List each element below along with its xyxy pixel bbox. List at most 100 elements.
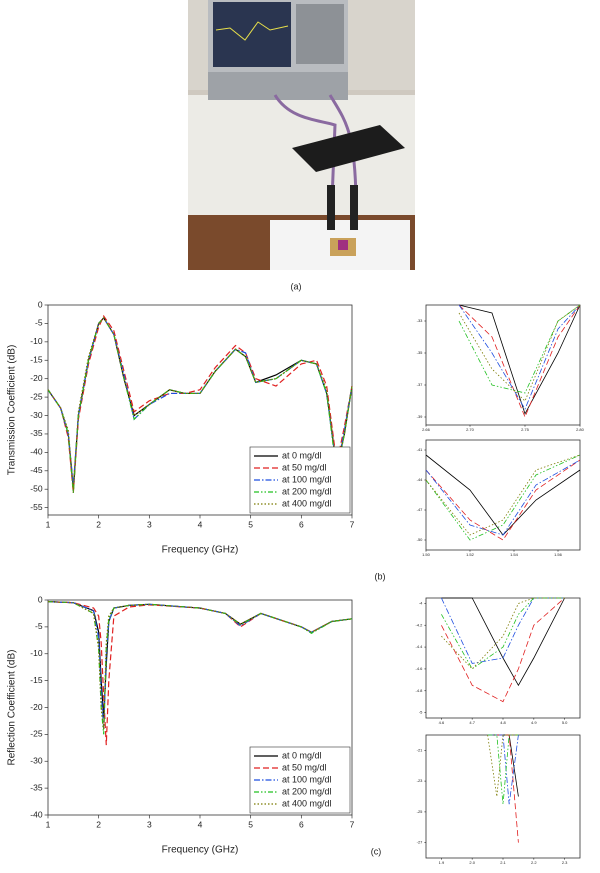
y-tick-label: -10 <box>30 336 43 346</box>
series-line <box>47 601 353 719</box>
series-line <box>47 601 353 730</box>
y-tick-label: -35 <box>30 428 43 438</box>
y-tick-label: -21 <box>417 747 424 752</box>
legend-label: at 200 mg/dl <box>282 486 332 496</box>
series-line <box>441 597 565 670</box>
y-tick-label: -20 <box>30 373 43 383</box>
x-tick-label: 4.7 <box>469 720 475 725</box>
plot-frame <box>425 439 581 551</box>
y-tick-label: -40 <box>30 447 43 457</box>
legend-label: at 400 mg/dl <box>282 798 332 808</box>
x-tick-label: 2.3 <box>562 860 568 865</box>
series-line <box>425 459 581 536</box>
x-tick-label: 2 <box>96 519 101 529</box>
caption: (a) <box>291 281 302 291</box>
x-tick-label: 7 <box>350 519 355 529</box>
x-tick-label: 1 <box>46 819 51 829</box>
caption: (c) <box>371 846 382 856</box>
x-tick-label: 1.50 <box>422 552 431 557</box>
x-axis-label: Frequency (GHz) <box>162 845 239 856</box>
series-line <box>487 734 519 843</box>
series-line <box>458 304 581 410</box>
x-tick-label: 5.0 <box>562 720 568 725</box>
y-tick-label: -5 <box>35 621 43 631</box>
y-tick-label: -33 <box>417 318 424 323</box>
legend-label: at 0 mg/dl <box>282 450 322 460</box>
y-tick-label: 0 <box>38 299 43 309</box>
series-line <box>47 314 353 493</box>
y-tick-label: -15 <box>30 675 43 685</box>
y-tick-label: -4.6 <box>415 666 423 671</box>
series-line <box>47 601 353 735</box>
y-tick-label: -37 <box>417 382 424 387</box>
y-tick-label: -15 <box>30 355 43 365</box>
y-tick-label: -50 <box>30 483 43 493</box>
series-line <box>425 454 581 541</box>
series-line <box>425 454 581 536</box>
x-tick-label: 2.0 <box>469 860 475 865</box>
x-tick-label: 6 <box>299 819 304 829</box>
legend-label: at 100 mg/dl <box>282 474 332 484</box>
y-tick-label: -39 <box>417 414 424 419</box>
series-line <box>441 597 565 703</box>
series-line <box>425 454 581 536</box>
y-tick-label: -25 <box>417 809 424 814</box>
y-tick-label: -23 <box>417 778 424 783</box>
y-tick-label: -25 <box>30 391 43 401</box>
legend-label: at 100 mg/dl <box>282 774 332 784</box>
x-tick-label: 2.75 <box>521 427 530 432</box>
x-axis-label: Frequency (GHz) <box>162 545 239 556</box>
x-tick-label: 2.1 <box>500 860 506 865</box>
legend-label: at 50 mg/dl <box>282 762 327 772</box>
y-tick-label: -30 <box>30 410 43 420</box>
y-tick-label: -10 <box>30 648 43 658</box>
series-line <box>47 601 353 730</box>
y-tick-label: -5 <box>419 710 423 715</box>
series-line <box>487 734 519 805</box>
x-tick-label: 5 <box>248 519 253 529</box>
y-tick-label: 0 <box>38 594 43 604</box>
series-line <box>458 304 581 402</box>
x-tick-label: 1.54 <box>510 552 519 557</box>
x-tick-label: 7 <box>350 819 355 829</box>
x-tick-label: 5 <box>248 819 253 829</box>
series-line <box>47 601 353 746</box>
legend-label: at 400 mg/dl <box>282 498 332 508</box>
legend-label: at 0 mg/dl <box>282 750 322 760</box>
y-tick-label: -4.8 <box>415 688 423 693</box>
x-tick-label: 3 <box>147 819 152 829</box>
x-tick-label: 1 <box>46 519 51 529</box>
series-line <box>458 304 581 394</box>
plot-frame <box>425 734 581 859</box>
x-tick-label: 4 <box>198 819 203 829</box>
series-line <box>47 316 353 490</box>
series-line <box>458 304 581 415</box>
x-tick-label: 6 <box>299 519 304 529</box>
y-tick-label: -35 <box>417 350 424 355</box>
x-tick-label: 3 <box>147 519 152 529</box>
x-tick-label: 4.8 <box>500 720 506 725</box>
y-tick-label: -50 <box>417 537 424 542</box>
y-tick-label: -40 <box>30 809 43 819</box>
y-tick-label: -4 <box>419 601 423 606</box>
x-tick-label: 2.2 <box>531 860 537 865</box>
legend-label: at 50 mg/dl <box>282 462 327 472</box>
x-tick-label: 1.56 <box>554 552 563 557</box>
y-axis-label: Transmission Coefficient (dB) <box>7 345 18 476</box>
x-tick-label: 1.9 <box>439 860 445 865</box>
series-line <box>458 304 581 419</box>
y-tick-label: -5 <box>35 318 43 328</box>
y-tick-label: -25 <box>30 729 43 739</box>
y-tick-label: -30 <box>30 756 43 766</box>
x-tick-label: 2.70 <box>466 427 475 432</box>
series-line <box>425 459 581 541</box>
x-tick-label: 4.9 <box>531 720 537 725</box>
x-tick-label: 4 <box>198 519 203 529</box>
y-tick-label: -20 <box>30 702 43 712</box>
x-tick-label: 4.6 <box>439 720 445 725</box>
y-tick-label: -45 <box>30 465 43 475</box>
y-axis-label: Reflection Coefficient (dB) <box>7 650 18 766</box>
y-tick-label: -27 <box>417 840 424 845</box>
x-tick-label: 2.66 <box>422 427 431 432</box>
